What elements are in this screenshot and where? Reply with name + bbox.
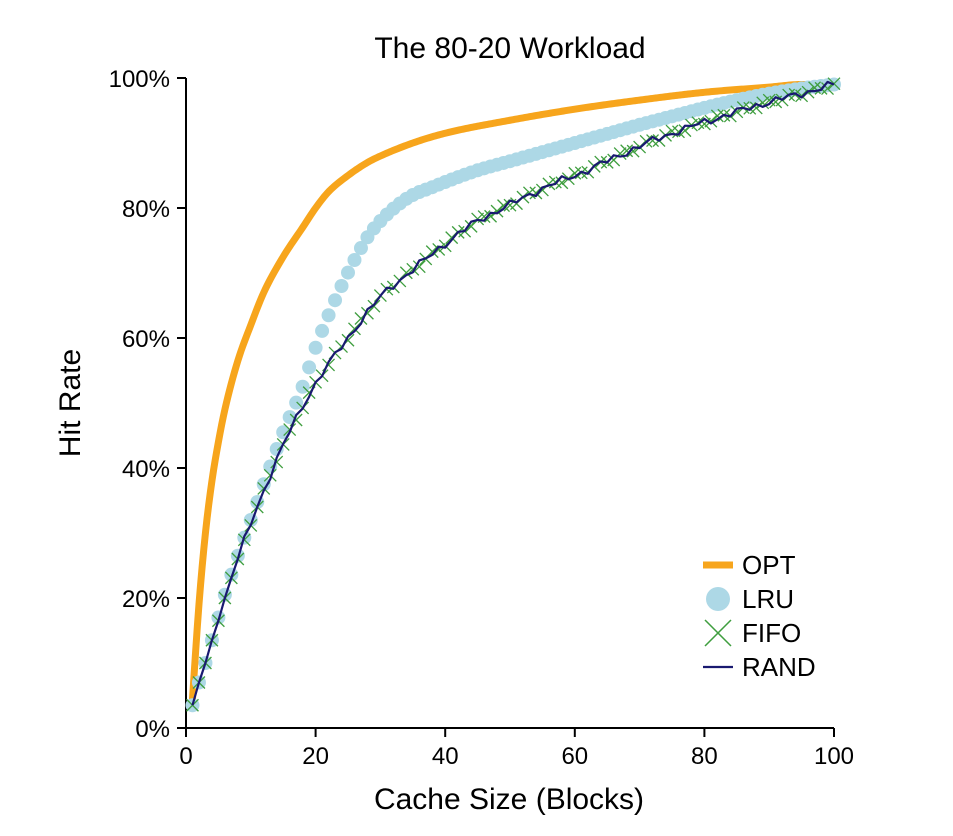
legend-item-lru: LRU	[706, 584, 794, 614]
plot-area	[185, 77, 841, 713]
fifo-series	[186, 77, 841, 712]
lru-marker	[328, 293, 343, 308]
legend-item-fifo: FIFO	[704, 618, 801, 648]
fifo-marker	[270, 455, 284, 469]
y-axis-title: Hit Rate	[54, 349, 87, 457]
axes: 0% 20% 40% 60% 80% 100% 0 20 40 60 80 100	[109, 66, 854, 770]
y-tick-label: 60%	[122, 326, 170, 353]
fifo-marker	[756, 96, 770, 110]
fifo-marker	[704, 114, 718, 128]
lru-marker	[353, 241, 368, 256]
fifo-marker	[646, 134, 660, 147]
fifo-marker	[497, 199, 510, 213]
legend-swatch	[706, 587, 730, 611]
x-tick-label: 0	[179, 743, 192, 770]
y-tick-label: 80%	[122, 196, 170, 223]
x-tick-label: 80	[691, 743, 718, 770]
x-tick-label: 20	[302, 743, 329, 770]
chart-title: The 80-20 Workload	[374, 32, 645, 65]
fifo-marker	[620, 144, 634, 158]
legend-label: FIFO	[742, 618, 801, 648]
legend-label: RAND	[742, 652, 816, 682]
fifo-marker	[568, 166, 582, 180]
rand-series-line	[191, 80, 835, 706]
x-axis-title: Cache Size (Blocks)	[374, 783, 644, 816]
legend-label: OPT	[742, 550, 796, 580]
x-tick-label: 40	[432, 743, 459, 770]
lru-marker	[321, 308, 336, 323]
x-tick-label: 100	[814, 743, 854, 770]
fifo-marker	[613, 147, 627, 160]
fifo-marker	[263, 468, 277, 482]
lru-marker	[315, 323, 330, 338]
legend-item-rand: RAND	[703, 652, 816, 682]
y-tick-label: 0%	[135, 716, 170, 743]
fifo-marker	[348, 322, 361, 336]
lru-marker	[289, 395, 304, 410]
fifo-marker	[412, 260, 426, 274]
legend: OPT LRU FIFO RAND	[703, 550, 816, 682]
fifo-marker	[399, 266, 413, 280]
fifo-marker	[490, 204, 504, 218]
lru-marker	[256, 477, 271, 492]
legend-item-opt: OPT	[703, 550, 796, 580]
lru-marker	[341, 265, 355, 280]
fifo-marker	[749, 101, 763, 115]
fifo-marker	[795, 89, 809, 103]
lru-marker	[302, 360, 317, 375]
opt-series-line	[188, 81, 838, 703]
legend-label: LRU	[742, 584, 794, 614]
lru-marker	[334, 279, 349, 293]
lru-marker	[347, 253, 362, 267]
y-tick-label: 20%	[122, 586, 170, 613]
x-tick-label: 60	[561, 743, 588, 770]
fifo-marker	[710, 109, 724, 123]
lru-marker	[308, 340, 323, 355]
y-tick-label: 40%	[122, 456, 170, 483]
fifo-marker	[697, 117, 711, 131]
y-tick-label: 100%	[109, 66, 170, 93]
legend-swatch	[704, 619, 732, 647]
